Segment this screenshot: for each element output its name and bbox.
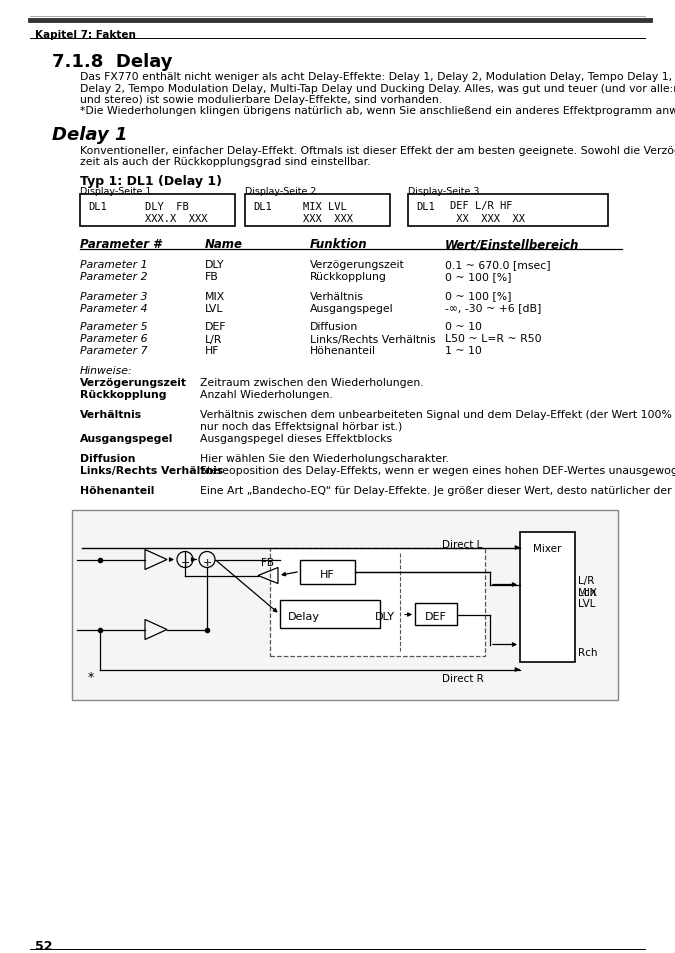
Text: Mixer: Mixer (533, 544, 561, 554)
Text: DL1: DL1 (416, 201, 435, 212)
Text: Rückkopplung: Rückkopplung (80, 390, 167, 400)
Bar (520, 532, 575, 661)
Text: 0 ~ 100 [%]: 0 ~ 100 [%] (445, 273, 512, 282)
Text: DEF: DEF (425, 612, 447, 622)
Text: Ausgangspegel: Ausgangspegel (310, 303, 394, 314)
Text: Parameter 3: Parameter 3 (80, 292, 148, 301)
Text: XXX.X  XXX: XXX.X XXX (145, 213, 207, 223)
Text: Kapitel 7: Fakten: Kapitel 7: Fakten (35, 30, 136, 40)
Text: Delay: Delay (288, 612, 320, 622)
Text: 7.1.8  Delay: 7.1.8 Delay (52, 53, 173, 71)
Text: XX  XXX  XX: XX XXX XX (450, 213, 525, 223)
Text: DL1: DL1 (88, 201, 107, 212)
Text: DEF L/R HF: DEF L/R HF (450, 201, 512, 212)
Text: 0 ~ 10: 0 ~ 10 (445, 322, 482, 333)
Text: *Die Wiederholungen klingen übrigens natürlich ab, wenn Sie anschließend ein and: *Die Wiederholungen klingen übrigens nat… (80, 107, 675, 116)
Text: Verhältnis: Verhältnis (310, 292, 364, 301)
Text: Links/Rechts Verhältnis: Links/Rechts Verhältnis (310, 335, 435, 344)
Text: HF: HF (320, 570, 334, 579)
Text: DLY: DLY (375, 612, 395, 622)
Text: Parameter 7: Parameter 7 (80, 346, 148, 356)
Text: FB: FB (205, 273, 219, 282)
Text: Direct R: Direct R (442, 673, 484, 682)
Text: Verzögerungszeit: Verzögerungszeit (80, 378, 187, 388)
Text: Rückkopplung: Rückkopplung (310, 273, 387, 282)
Text: L/R
MIX
LVL: L/R MIX LVL (578, 576, 597, 608)
Text: DEF: DEF (205, 322, 227, 333)
Text: DLY: DLY (205, 260, 225, 271)
Text: Parameter 1: Parameter 1 (80, 260, 148, 271)
Text: Direct L: Direct L (442, 539, 483, 549)
Text: Diffusion: Diffusion (310, 322, 358, 333)
Text: Name: Name (205, 238, 243, 252)
Text: 1 ~ 10: 1 ~ 10 (445, 346, 482, 356)
Bar (415, 603, 457, 625)
Text: XXX  XXX: XXX XXX (303, 213, 353, 223)
Text: L50 ~ L=R ~ R50: L50 ~ L=R ~ R50 (445, 335, 541, 344)
Text: Ausgangspegel: Ausgangspegel (80, 434, 173, 444)
Text: Wert/Einstellbereich: Wert/Einstellbereich (445, 238, 579, 252)
Text: Eine Art „Bandecho-EQ“ für Delay-Effekte. Je größer dieser Wert, desto natürlich: Eine Art „Bandecho-EQ“ für Delay-Effekte… (200, 486, 675, 496)
Text: DL1: DL1 (253, 201, 272, 212)
Text: Parameter 5: Parameter 5 (80, 322, 148, 333)
Text: +: + (180, 558, 190, 568)
Text: Verhältnis: Verhältnis (80, 410, 142, 420)
Text: 0 ~ 100 [%]: 0 ~ 100 [%] (445, 292, 512, 301)
Text: 0.1 ~ 670.0 [msec]: 0.1 ~ 670.0 [msec] (445, 260, 551, 271)
Text: Höhenanteil: Höhenanteil (80, 486, 155, 496)
Bar (270, 548, 485, 656)
Text: MIX LVL: MIX LVL (303, 201, 347, 212)
Text: Parameter 2: Parameter 2 (80, 273, 148, 282)
Text: Rch: Rch (578, 648, 597, 658)
Text: MIX: MIX (205, 292, 225, 301)
Text: Anzahl Wiederholungen.: Anzahl Wiederholungen. (200, 390, 333, 400)
Text: -∞, -30 ~ +6 [dB]: -∞, -30 ~ +6 [dB] (445, 303, 541, 314)
Text: und stereo) ist sowie modulierbare Delay-Effekte, sind vorhanden.: und stereo) ist sowie modulierbare Delay… (80, 95, 442, 105)
Text: Display-Seite 3: Display-Seite 3 (408, 188, 479, 196)
Text: +: + (202, 558, 212, 568)
Text: L/R: L/R (205, 335, 222, 344)
Text: Typ 1: DL1 (Delay 1): Typ 1: DL1 (Delay 1) (80, 174, 222, 188)
Bar (280, 599, 380, 628)
Bar (408, 194, 608, 226)
Text: FB: FB (261, 558, 274, 568)
Text: Das FX770 enthält nicht weniger als acht Delay-Effekte: Delay 1, Delay 2, Modula: Das FX770 enthält nicht weniger als acht… (80, 71, 675, 82)
Text: Hier wählen Sie den Wiederholungscharakter.: Hier wählen Sie den Wiederholungscharakt… (200, 454, 449, 464)
Text: LVL: LVL (205, 303, 223, 314)
Text: *: * (88, 670, 94, 682)
Text: Hinweise:: Hinweise: (80, 366, 132, 376)
Text: Lch: Lch (578, 588, 596, 598)
Text: Delay 1: Delay 1 (52, 126, 128, 143)
Text: zeit als auch der Rückkopplungsgrad sind einstellbar.: zeit als auch der Rückkopplungsgrad sind… (80, 157, 371, 167)
Text: Ausgangspegel dieses Effektblocks: Ausgangspegel dieses Effektblocks (200, 434, 392, 444)
Text: 52: 52 (35, 939, 53, 952)
Bar (72, 510, 618, 700)
Text: Display-Seite 2: Display-Seite 2 (245, 188, 317, 196)
Bar (300, 560, 355, 584)
Text: Konventioneller, einfacher Delay-Effekt. Oftmals ist dieser Effekt der am besten: Konventioneller, einfacher Delay-Effekt.… (80, 146, 675, 155)
Text: nur noch das Effektsignal hörbar ist.): nur noch das Effektsignal hörbar ist.) (200, 422, 402, 432)
Text: Funktion: Funktion (310, 238, 368, 252)
Text: Verhältnis zwischen dem unbearbeiteten Signal und dem Delay-Effekt (der Wert 100: Verhältnis zwischen dem unbearbeiteten S… (200, 410, 675, 420)
Text: Höhenanteil: Höhenanteil (310, 346, 376, 356)
Text: Diffusion: Diffusion (80, 454, 136, 464)
Text: DLY  FB: DLY FB (145, 201, 189, 212)
Text: Parameter #: Parameter # (80, 238, 161, 252)
Text: HF: HF (205, 346, 219, 356)
Bar (80, 194, 235, 226)
Text: Stereoposition des Delay-Effekts, wenn er wegen eines hohen DEF-Wertes unausgewo: Stereoposition des Delay-Effekts, wenn e… (200, 466, 675, 476)
Text: Zeitraum zwischen den Wiederholungen.: Zeitraum zwischen den Wiederholungen. (200, 378, 424, 388)
Text: Links/Rechts Verhältnis: Links/Rechts Verhältnis (80, 466, 223, 476)
Text: Parameter 4: Parameter 4 (80, 303, 148, 314)
Text: Parameter 6: Parameter 6 (80, 335, 148, 344)
Bar (245, 194, 390, 226)
Text: Display-Seite 1: Display-Seite 1 (80, 188, 151, 196)
Text: Verzögerungszeit: Verzögerungszeit (310, 260, 405, 271)
Text: Delay 2, Tempo Modulation Delay, Multi-Tap Delay und Ducking Delay. Alles, was g: Delay 2, Tempo Modulation Delay, Multi-T… (80, 84, 675, 93)
